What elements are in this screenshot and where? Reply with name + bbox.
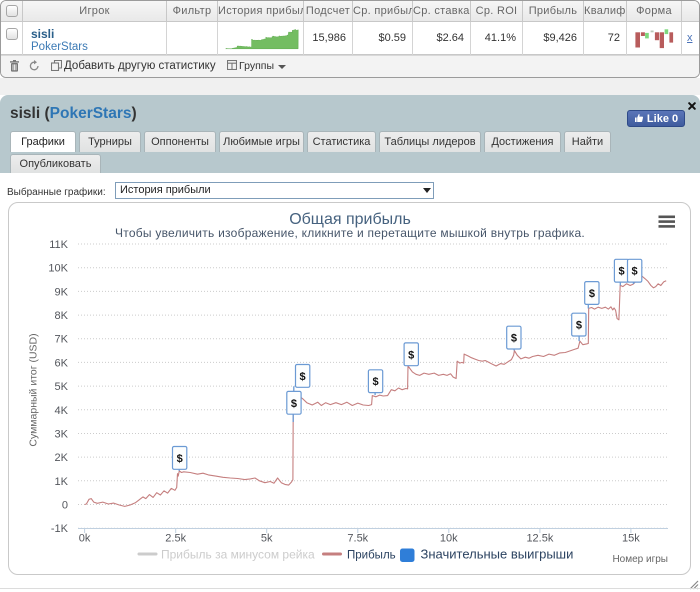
svg-text:1K: 1K bbox=[55, 476, 69, 488]
svg-text:5k: 5k bbox=[261, 533, 273, 545]
svg-text:Чтобы увеличить изображение, к: Чтобы увеличить изображение, кликните и … bbox=[115, 226, 585, 240]
svg-text:6K: 6K bbox=[55, 357, 69, 369]
svg-text:15k: 15k bbox=[622, 533, 640, 545]
svg-text:$: $ bbox=[576, 320, 582, 332]
svg-text:9K: 9K bbox=[55, 286, 69, 298]
svg-text:$: $ bbox=[511, 333, 517, 345]
svg-text:$: $ bbox=[372, 376, 378, 388]
svg-text:$: $ bbox=[632, 266, 638, 278]
svg-text:$: $ bbox=[589, 288, 595, 300]
svg-text:5K: 5K bbox=[55, 381, 69, 393]
svg-text:7K: 7K bbox=[55, 334, 69, 346]
svg-text:2.5k: 2.5k bbox=[165, 533, 186, 545]
svg-text:Значительные выигрыши: Значительные выигрыши bbox=[421, 547, 574, 562]
svg-text:0: 0 bbox=[62, 500, 68, 512]
svg-text:$: $ bbox=[408, 349, 414, 361]
svg-text:11K: 11K bbox=[49, 239, 68, 251]
svg-text:-1K: -1K bbox=[51, 523, 69, 535]
svg-text:4K: 4K bbox=[55, 405, 69, 417]
svg-text:12.5k: 12.5k bbox=[526, 533, 553, 545]
svg-text:8K: 8K bbox=[55, 310, 69, 322]
svg-text:$: $ bbox=[291, 398, 297, 410]
svg-text:$: $ bbox=[300, 371, 306, 383]
svg-text:2K: 2K bbox=[55, 452, 69, 464]
svg-text:Номер игры: Номер игры bbox=[612, 554, 668, 565]
svg-text:$: $ bbox=[177, 453, 183, 465]
svg-text:$: $ bbox=[618, 266, 624, 278]
svg-text:10k: 10k bbox=[440, 533, 458, 545]
svg-text:Прибыль за минусом рейка: Прибыль за минусом рейка bbox=[161, 548, 315, 562]
svg-text:Общая прибыль: Общая прибыль bbox=[289, 211, 411, 228]
svg-text:Прибыль: Прибыль bbox=[347, 550, 396, 562]
svg-text:7.5k: 7.5k bbox=[347, 533, 368, 545]
svg-text:3K: 3K bbox=[55, 429, 69, 441]
svg-text:10K: 10K bbox=[48, 263, 68, 275]
svg-text:0k: 0k bbox=[79, 533, 91, 545]
svg-text:Суммарный итог (USD): Суммарный итог (USD) bbox=[28, 333, 40, 446]
